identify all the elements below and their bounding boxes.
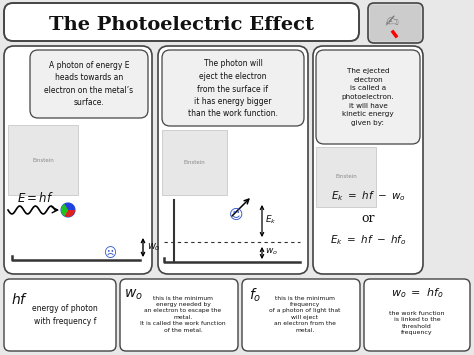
Text: Einstein: Einstein — [32, 158, 54, 163]
Text: energy of photon
with frequency f: energy of photon with frequency f — [32, 304, 98, 326]
Text: Einstein: Einstein — [183, 160, 205, 165]
Text: ☹: ☹ — [103, 247, 117, 261]
Circle shape — [61, 203, 75, 217]
Text: The photon will
eject the electron
from the surface if
it has energy bigger
than: The photon will eject the electron from … — [188, 60, 278, 119]
FancyBboxPatch shape — [316, 50, 420, 144]
Text: $E_k$: $E_k$ — [265, 214, 277, 226]
FancyBboxPatch shape — [158, 46, 308, 274]
Text: $hf$: $hf$ — [11, 291, 29, 306]
Text: Einstein: Einstein — [335, 175, 357, 180]
Text: ✍: ✍ — [385, 13, 399, 31]
Bar — [316, 147, 376, 207]
FancyBboxPatch shape — [120, 279, 238, 351]
Text: ☺: ☺ — [229, 208, 243, 222]
FancyBboxPatch shape — [364, 279, 470, 351]
Text: $E  =  hf$: $E = hf$ — [17, 191, 54, 205]
Bar — [370, 5, 421, 41]
FancyBboxPatch shape — [30, 50, 148, 118]
Text: or: or — [361, 212, 375, 224]
FancyBboxPatch shape — [368, 3, 423, 43]
FancyBboxPatch shape — [4, 279, 116, 351]
Wedge shape — [64, 203, 75, 210]
Text: $w_o$: $w_o$ — [124, 288, 142, 302]
FancyBboxPatch shape — [4, 3, 359, 41]
Wedge shape — [64, 210, 75, 217]
Text: The ejected
electron
is called a
photoelectron.
it will have
kinetic energy
give: The ejected electron is called a photoel… — [342, 69, 394, 126]
Bar — [8, 125, 78, 195]
Text: $w_o\ =\ hf_o$: $w_o\ =\ hf_o$ — [391, 286, 443, 300]
Text: $E_k\ =\ hf\ -\ w_o$: $E_k\ =\ hf\ -\ w_o$ — [330, 189, 405, 203]
FancyBboxPatch shape — [242, 279, 360, 351]
Text: $f_o$: $f_o$ — [249, 286, 261, 304]
Text: The Photoelectric Effect: The Photoelectric Effect — [49, 16, 315, 34]
FancyBboxPatch shape — [162, 50, 304, 126]
Text: $w_o$: $w_o$ — [147, 241, 161, 253]
FancyBboxPatch shape — [313, 46, 423, 274]
Text: $E_k\ =\ hf\ -\ hf_o$: $E_k\ =\ hf\ -\ hf_o$ — [330, 233, 406, 247]
Bar — [162, 130, 227, 195]
Text: $w_o$: $w_o$ — [265, 247, 278, 257]
FancyBboxPatch shape — [4, 46, 152, 274]
Text: the work function
is linked to the
threshold
frequency: the work function is linked to the thres… — [389, 311, 445, 335]
Wedge shape — [61, 204, 68, 216]
Text: A photon of energy E
heads towards an
electron on the metal’s
surface.: A photon of energy E heads towards an el… — [45, 61, 134, 107]
Text: this is the minimum
frequency
of a photon of light that
will eject
an electron f: this is the minimum frequency of a photo… — [269, 295, 341, 333]
Text: this is the minimum
energy needed by
an electron to escape the
metal.
It is call: this is the minimum energy needed by an … — [140, 295, 226, 333]
